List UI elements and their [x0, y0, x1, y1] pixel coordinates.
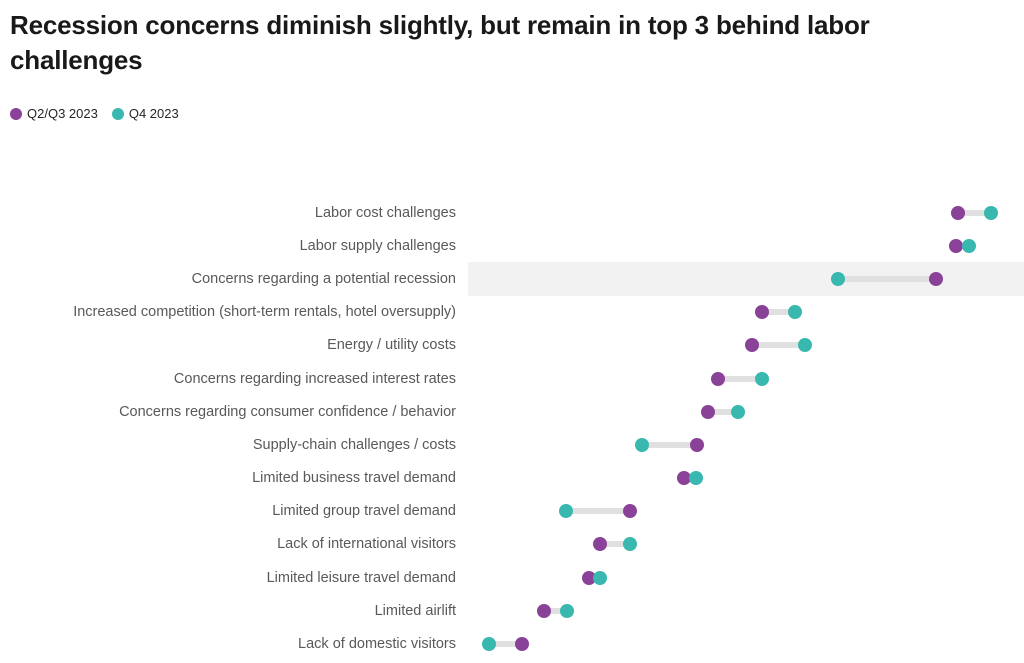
category-label: Lack of domestic visitors: [298, 636, 456, 653]
row-plot-area: [468, 395, 1024, 428]
chart-title: Recession concerns diminish slightly, bu…: [10, 10, 870, 76]
data-point-q2q3-2023[interactable]: [582, 570, 597, 585]
data-point-q4-2023[interactable]: [787, 305, 802, 320]
data-point-q2q3-2023[interactable]: [711, 371, 726, 386]
legend-dot-q4-2023-icon: [111, 107, 124, 120]
data-point-q2q3-2023[interactable]: [929, 271, 944, 286]
chart-row: Supply-chain challenges / costs: [0, 428, 1024, 461]
dumbbell-connector: [565, 508, 630, 515]
row-plot-area: [468, 561, 1024, 594]
dumbbell-connector: [489, 641, 522, 648]
dumbbell-connector: [837, 275, 937, 282]
chart-row: Concerns regarding consumer confidence /…: [0, 395, 1024, 428]
legend-item-q4-2023[interactable]: Q4 2023: [111, 106, 179, 121]
data-point-q4-2023[interactable]: [688, 471, 703, 486]
row-plot-area: [468, 462, 1024, 495]
data-point-q4-2023[interactable]: [830, 271, 845, 286]
row-plot-area: [468, 296, 1024, 329]
data-point-q2q3-2023[interactable]: [950, 205, 965, 220]
row-plot-area: [468, 627, 1024, 660]
row-plot-area: [468, 229, 1024, 262]
dumbbell-chart: Labor cost challenges Labor supply challe…: [0, 196, 1024, 661]
data-point-q2q3-2023[interactable]: [676, 471, 691, 486]
legend-label-q4-2023: Q4 2023: [128, 106, 179, 121]
row-plot-area: [468, 262, 1024, 296]
category-label: Concerns regarding increased interest ra…: [173, 370, 456, 387]
row-plot-area: [468, 428, 1024, 461]
data-point-q4-2023[interactable]: [731, 404, 746, 419]
row-plot-area: [468, 594, 1024, 627]
chart-row: Lack of international visitors: [0, 528, 1024, 561]
row-plot-area: [468, 528, 1024, 561]
data-point-q4-2023[interactable]: [482, 637, 497, 652]
data-point-q2q3-2023[interactable]: [949, 238, 964, 253]
chart-row: Limited business travel demand: [0, 462, 1024, 495]
dumbbell-connector: [718, 375, 763, 382]
category-label: Concerns regarding consumer confidence /…: [119, 403, 456, 420]
category-label: Labor supply challenges: [299, 237, 456, 254]
data-point-q2q3-2023[interactable]: [745, 338, 760, 353]
data-point-q2q3-2023[interactable]: [690, 437, 705, 452]
data-point-q4-2023[interactable]: [961, 238, 976, 253]
dumbbell-connector: [599, 541, 630, 548]
row-plot-area: [468, 495, 1024, 528]
data-point-q4-2023[interactable]: [797, 338, 812, 353]
chart-row: Concerns regarding a potential recession: [0, 262, 1024, 296]
chart-row: Lack of domestic visitors: [0, 627, 1024, 660]
dumbbell-connector: [957, 209, 992, 216]
data-point-q2q3-2023[interactable]: [701, 404, 716, 419]
category-label: Labor cost challenges: [314, 204, 456, 221]
chart-row: Labor cost challenges: [0, 196, 1024, 229]
dumbbell-connector: [752, 342, 805, 349]
chart-row: Limited airlift: [0, 594, 1024, 627]
category-label: Supply-chain challenges / costs: [252, 436, 456, 453]
chart-row: Energy / utility costs: [0, 329, 1024, 362]
category-label: Increased competition (short-term rental…: [73, 304, 456, 321]
data-point-q4-2023[interactable]: [755, 371, 770, 386]
row-plot-area: [468, 329, 1024, 362]
category-label: Lack of international visitors: [277, 536, 456, 553]
category-label: Limited airlift: [374, 602, 456, 619]
data-point-q4-2023[interactable]: [559, 603, 574, 618]
category-label: Limited leisure travel demand: [266, 569, 456, 586]
data-point-q4-2023[interactable]: [558, 504, 573, 519]
category-label: Limited business travel demand: [252, 470, 456, 487]
chart-row: Concerns regarding increased interest ra…: [0, 362, 1024, 395]
category-label: Concerns regarding a potential recession: [191, 270, 456, 287]
dumbbell-connector: [762, 309, 795, 316]
row-plot-area: [468, 362, 1024, 395]
data-point-q4-2023[interactable]: [592, 570, 607, 585]
chart-row: Limited group travel demand: [0, 495, 1024, 528]
category-label: Limited group travel demand: [272, 503, 456, 520]
row-plot-area: [468, 196, 1024, 229]
data-point-q2q3-2023[interactable]: [514, 637, 529, 652]
data-point-q2q3-2023[interactable]: [537, 603, 552, 618]
dumbbell-connector: [642, 441, 698, 448]
dumbbell-connector: [708, 408, 739, 415]
data-point-q4-2023[interactable]: [622, 537, 637, 552]
data-point-q2q3-2023[interactable]: [592, 537, 607, 552]
legend-label-q2q3-2023: Q2/Q3 2023: [27, 106, 98, 121]
data-point-q4-2023[interactable]: [984, 205, 999, 220]
chart-row: Labor supply challenges: [0, 229, 1024, 262]
data-point-q4-2023[interactable]: [635, 437, 650, 452]
category-label: Energy / utility costs: [327, 337, 456, 354]
data-point-q2q3-2023[interactable]: [755, 305, 770, 320]
dumbbell-connector: [544, 607, 567, 614]
legend-item-q2q3-2023[interactable]: Q2/Q3 2023: [10, 106, 98, 121]
legend-dot-q2q3-2023-icon: [10, 107, 22, 120]
chart-legend: Q2/Q3 2023 Q4 2023: [10, 106, 179, 121]
chart-row: Increased competition (short-term rental…: [0, 296, 1024, 329]
data-point-q2q3-2023[interactable]: [622, 504, 637, 519]
chart-row: Limited leisure travel demand: [0, 561, 1024, 594]
